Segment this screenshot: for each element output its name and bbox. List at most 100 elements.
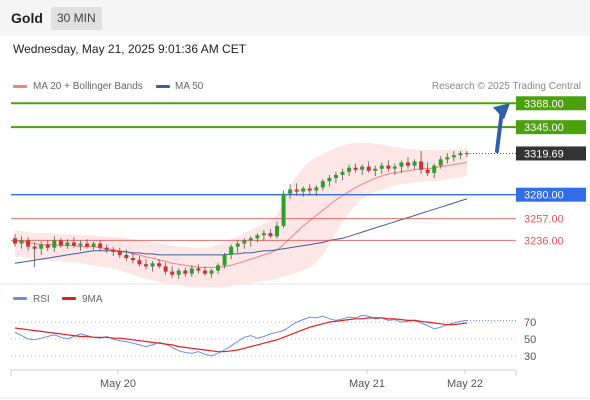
candle-body <box>248 238 253 241</box>
candle-body <box>406 162 410 166</box>
instrument-title: Gold <box>11 10 43 26</box>
current-price-label: 3319.69 <box>524 148 564 160</box>
candle-body <box>327 178 332 182</box>
ma50-legend-label: MA 50 <box>175 81 204 92</box>
candle-body <box>85 243 90 247</box>
candle-body <box>229 246 234 255</box>
candle-body <box>360 166 365 170</box>
candle-body <box>104 247 109 250</box>
bollinger-band-fill <box>15 142 467 288</box>
candle-body <box>379 165 384 169</box>
candle-body <box>71 242 76 246</box>
candle-body <box>137 260 142 265</box>
forecast-arrowhead <box>493 103 510 120</box>
candle-body <box>176 270 181 275</box>
ma20-line <box>14 162 467 268</box>
candle-body <box>307 188 312 191</box>
candle-body <box>157 263 162 267</box>
ma20-legend-label: MA 20 + Bollinger Bands <box>33 81 143 92</box>
ma20-legend-swatch <box>13 85 27 88</box>
candle-body <box>13 238 17 244</box>
candle-body <box>353 167 358 170</box>
candle-body <box>19 240 24 244</box>
candle-body <box>222 254 227 266</box>
candle-body <box>432 165 437 173</box>
candle-body <box>150 263 155 267</box>
ma50-legend-swatch <box>156 85 170 88</box>
candle-body <box>412 161 417 166</box>
ma50-line <box>14 198 468 264</box>
candle-body <box>52 240 57 248</box>
candle-body <box>438 159 443 166</box>
candle-body <box>425 169 430 173</box>
candle-body <box>26 240 31 247</box>
candle-body <box>399 162 404 167</box>
candle-body <box>58 240 63 246</box>
candle-body <box>347 167 352 172</box>
candle-body <box>340 171 345 175</box>
research-credit: Research © 2025 Trading Central <box>431 81 581 92</box>
candle-body <box>170 271 175 275</box>
datetime-label: Wednesday, May 21, 2025 9:01:36 AM CET <box>13 42 247 56</box>
rsi-legend-swatch <box>13 297 27 300</box>
candle-body <box>144 264 148 267</box>
rsi-tick-label: 30 <box>524 351 536 363</box>
support-label: 3236.00 <box>524 235 564 247</box>
candle-body <box>373 168 378 171</box>
rsi-ma-line <box>14 317 467 353</box>
resistance-label: 3368.00 <box>524 98 564 110</box>
candle-body <box>386 165 391 169</box>
candle-body <box>32 246 37 249</box>
pivot-tag <box>516 187 586 202</box>
candle-body <box>301 188 306 192</box>
x-tick-label: May 21 <box>349 378 385 390</box>
candle-body <box>216 265 221 271</box>
candle-body <box>419 161 424 170</box>
candle-body <box>294 189 299 192</box>
candle-body <box>320 181 325 188</box>
pivot-label: 3280.00 <box>524 190 564 202</box>
candle-body <box>130 258 135 261</box>
candle-body <box>163 266 168 272</box>
candle-body <box>39 244 44 249</box>
candle-body <box>281 193 286 226</box>
candle-body <box>242 240 247 244</box>
rsi-line <box>14 314 467 357</box>
candle-body <box>445 157 450 160</box>
resistance-tag <box>516 96 586 111</box>
candle-body <box>261 233 266 236</box>
candle-body <box>392 166 397 169</box>
forecast-arrow <box>494 108 504 154</box>
candle-body <box>333 174 338 179</box>
candle-body <box>314 187 319 191</box>
candle-body <box>98 243 103 248</box>
candle-body <box>183 270 188 274</box>
timeframe-button[interactable]: 30 MIN <box>51 7 102 30</box>
rsi-ma-legend-label: 9MA <box>82 294 103 305</box>
candle-body <box>117 251 122 255</box>
candle-body <box>202 270 207 274</box>
candle-body <box>275 225 279 237</box>
rsi-legend-label: RSI <box>33 294 50 305</box>
candle-body <box>124 254 129 259</box>
resistance-label: 3345.00 <box>524 122 564 134</box>
support-label: 3257.00 <box>524 214 564 226</box>
candle-body <box>458 153 463 156</box>
candle-body <box>255 235 260 239</box>
candle-body <box>235 243 240 247</box>
candle-body <box>464 153 469 155</box>
candle-body <box>78 243 83 246</box>
rsi-tick-label: 50 <box>524 334 536 346</box>
resistance-tag <box>516 120 586 135</box>
candle-body <box>268 233 273 237</box>
x-tick-label: May 22 <box>447 378 483 390</box>
candle-body <box>189 268 194 274</box>
candle-body <box>366 166 371 171</box>
rsi-tick-label: 70 <box>524 317 536 329</box>
rsi-ma-legend-swatch <box>62 297 76 300</box>
candle-body <box>91 243 96 247</box>
candle-body <box>196 268 201 271</box>
candle-body <box>45 244 50 248</box>
candle-body <box>111 249 116 252</box>
